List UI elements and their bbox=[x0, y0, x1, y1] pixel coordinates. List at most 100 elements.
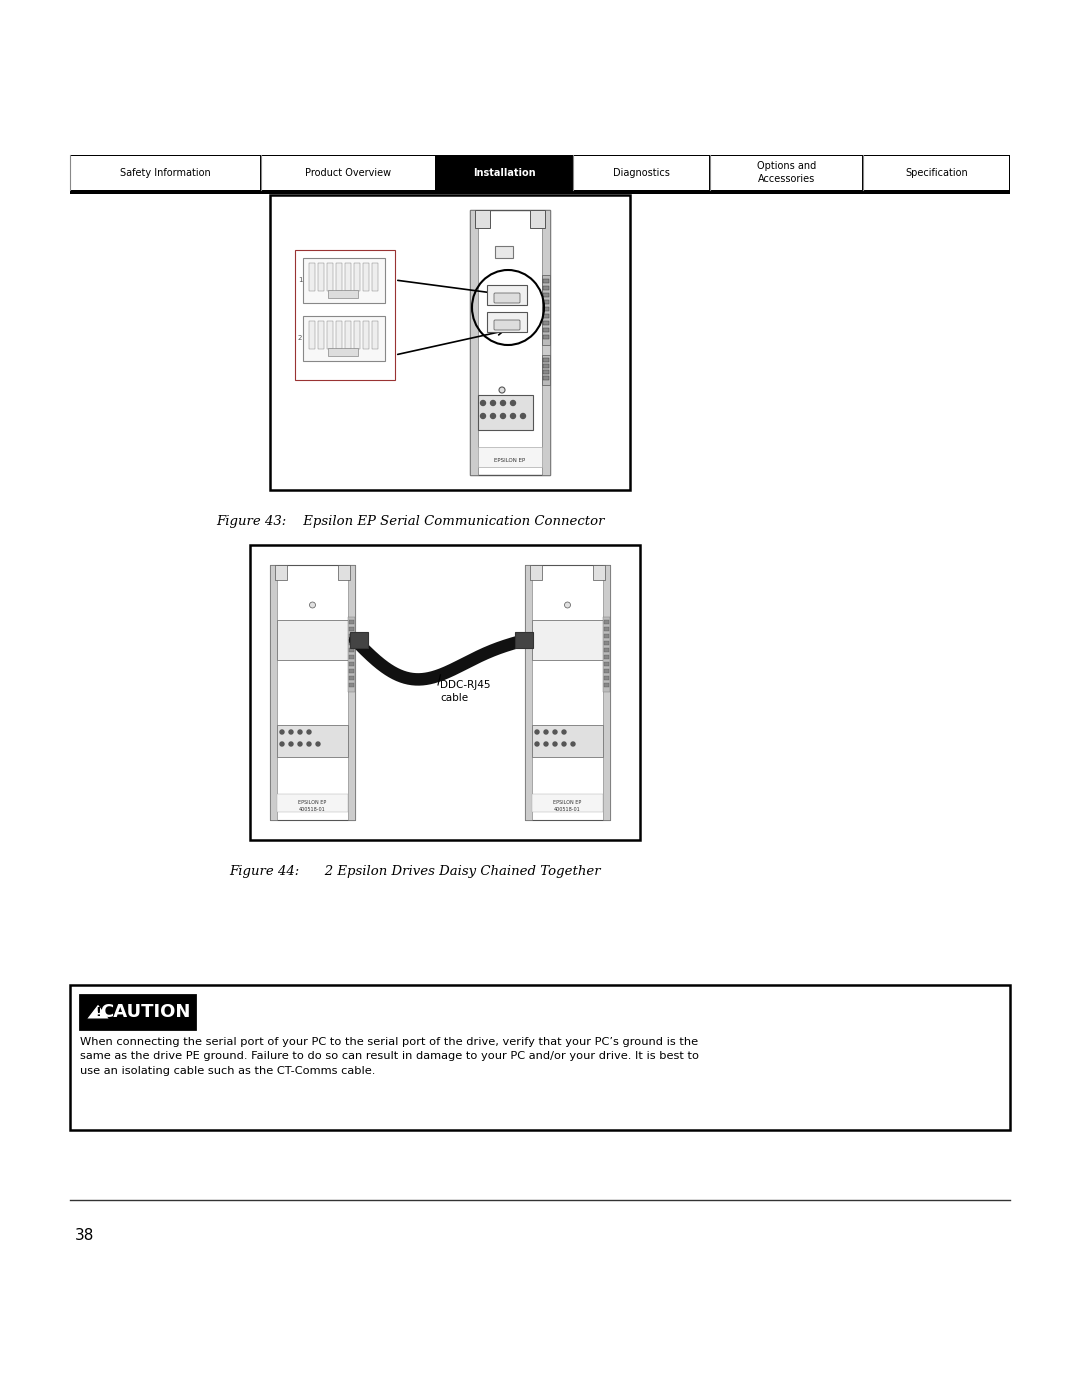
Bar bbox=[328, 348, 357, 356]
Bar bbox=[276, 793, 348, 812]
Bar bbox=[363, 321, 369, 349]
Bar bbox=[270, 564, 276, 820]
Bar bbox=[328, 291, 357, 298]
Bar bbox=[336, 263, 342, 291]
Circle shape bbox=[565, 602, 570, 608]
Circle shape bbox=[490, 401, 496, 405]
Circle shape bbox=[562, 742, 566, 746]
Bar bbox=[525, 564, 610, 820]
Bar bbox=[604, 662, 609, 666]
Bar bbox=[349, 641, 354, 645]
Bar bbox=[349, 648, 354, 652]
Bar bbox=[436, 156, 572, 190]
Bar bbox=[350, 631, 368, 648]
Bar bbox=[543, 370, 549, 374]
Circle shape bbox=[571, 742, 575, 746]
Circle shape bbox=[490, 414, 496, 419]
Bar bbox=[349, 655, 354, 659]
Circle shape bbox=[500, 401, 505, 405]
Bar bbox=[71, 156, 259, 190]
Bar bbox=[318, 321, 324, 349]
Text: 38: 38 bbox=[75, 1228, 94, 1242]
Bar bbox=[345, 321, 351, 349]
Circle shape bbox=[499, 387, 505, 393]
Text: EPSILON EP
400518-01: EPSILON EP 400518-01 bbox=[553, 800, 582, 812]
Bar bbox=[575, 156, 710, 190]
Text: 2: 2 bbox=[298, 335, 302, 341]
Bar bbox=[532, 725, 603, 757]
Bar bbox=[543, 365, 549, 367]
Text: Figure 44:      2 Epsilon Drives Daisy Chained Together: Figure 44: 2 Epsilon Drives Daisy Chaine… bbox=[229, 866, 600, 879]
Bar bbox=[543, 300, 549, 305]
Circle shape bbox=[298, 742, 302, 746]
Circle shape bbox=[535, 742, 539, 746]
FancyBboxPatch shape bbox=[494, 320, 519, 330]
Bar bbox=[372, 321, 378, 349]
Bar bbox=[542, 275, 550, 345]
Circle shape bbox=[310, 602, 315, 608]
Circle shape bbox=[553, 731, 557, 733]
Circle shape bbox=[521, 414, 526, 419]
Bar bbox=[275, 564, 287, 580]
Bar bbox=[603, 617, 610, 692]
Bar bbox=[327, 263, 333, 291]
Circle shape bbox=[511, 414, 515, 419]
Bar bbox=[543, 314, 549, 319]
Bar bbox=[303, 258, 384, 303]
Circle shape bbox=[307, 731, 311, 733]
Text: Figure 43:    Epsilon EP Serial Communication Connector: Figure 43: Epsilon EP Serial Communicati… bbox=[216, 515, 604, 528]
Bar bbox=[276, 620, 348, 659]
Bar bbox=[309, 321, 315, 349]
Bar bbox=[604, 641, 609, 645]
Bar bbox=[525, 564, 532, 820]
Bar bbox=[470, 210, 478, 475]
Circle shape bbox=[500, 414, 505, 419]
Bar bbox=[604, 655, 609, 659]
Bar bbox=[349, 662, 354, 666]
Text: Specification: Specification bbox=[905, 168, 968, 177]
Circle shape bbox=[307, 742, 311, 746]
Bar bbox=[604, 676, 609, 680]
Bar bbox=[348, 564, 355, 820]
Circle shape bbox=[280, 731, 284, 733]
Bar bbox=[363, 263, 369, 291]
Bar bbox=[603, 564, 610, 820]
Bar bbox=[80, 995, 195, 1030]
Bar bbox=[542, 355, 550, 386]
Bar bbox=[487, 312, 527, 332]
Bar bbox=[478, 395, 534, 430]
Circle shape bbox=[535, 731, 539, 733]
Bar bbox=[530, 210, 545, 228]
Bar bbox=[345, 263, 351, 291]
Bar bbox=[532, 620, 603, 659]
Bar bbox=[864, 156, 1009, 190]
Bar bbox=[349, 676, 354, 680]
Bar bbox=[478, 447, 542, 467]
Circle shape bbox=[289, 742, 293, 746]
Bar bbox=[543, 286, 549, 291]
Bar bbox=[532, 793, 603, 812]
Bar bbox=[295, 250, 395, 380]
Circle shape bbox=[289, 731, 293, 733]
Bar bbox=[309, 263, 315, 291]
Bar bbox=[543, 358, 549, 362]
Bar bbox=[261, 156, 435, 190]
Bar bbox=[604, 669, 609, 673]
Text: EPSILON EP
400518-01: EPSILON EP 400518-01 bbox=[298, 800, 326, 812]
Bar bbox=[327, 321, 333, 349]
Bar bbox=[349, 683, 354, 687]
Bar bbox=[336, 321, 342, 349]
Bar bbox=[270, 196, 630, 490]
Bar bbox=[349, 627, 354, 631]
Circle shape bbox=[481, 414, 486, 419]
Bar bbox=[515, 631, 534, 648]
Text: Installation: Installation bbox=[473, 168, 536, 177]
Text: Options and
Accessories: Options and Accessories bbox=[757, 161, 816, 183]
Bar bbox=[354, 263, 360, 291]
Circle shape bbox=[511, 401, 515, 405]
Bar bbox=[543, 293, 549, 298]
Bar bbox=[487, 285, 527, 305]
Bar bbox=[543, 279, 549, 284]
Polygon shape bbox=[86, 1003, 110, 1020]
Bar bbox=[70, 155, 1010, 194]
